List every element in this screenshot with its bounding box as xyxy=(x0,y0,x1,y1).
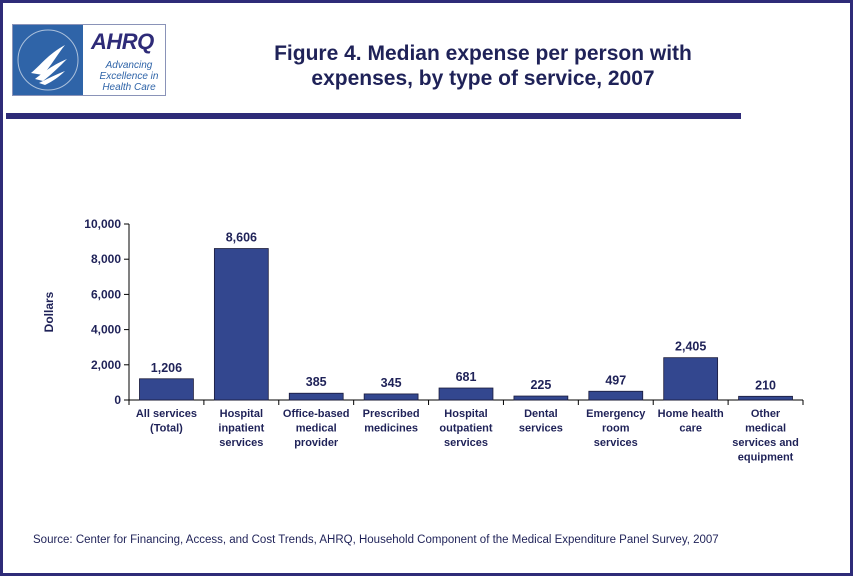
y-tick-label: 6,000 xyxy=(91,287,121,301)
bar xyxy=(363,393,419,401)
category-label: Hospital xyxy=(444,408,487,420)
hhs-eagle-icon xyxy=(13,25,83,95)
category-label: outpatient xyxy=(439,423,492,435)
bar xyxy=(588,390,644,401)
header-rule xyxy=(6,113,741,119)
title-line-1: Figure 4. Median expense per person with xyxy=(274,42,692,65)
bar-value-label: 210 xyxy=(755,378,776,392)
category-label: services xyxy=(519,423,563,435)
bar-value-label: 2,405 xyxy=(675,340,706,354)
category-label: All services xyxy=(136,408,197,420)
y-axis-title: Dollars xyxy=(42,291,56,332)
bar xyxy=(663,357,719,401)
y-tick-label: 8,000 xyxy=(91,252,121,266)
bar xyxy=(738,395,793,401)
category-label: Home health xyxy=(658,408,724,420)
chart-title: Figure 4. Median expense per person with… xyxy=(183,41,783,91)
bar-value-label: 681 xyxy=(456,370,477,384)
bar-value-label: 345 xyxy=(381,376,402,390)
bar xyxy=(213,248,269,401)
category-label: services xyxy=(594,437,638,449)
bar xyxy=(438,387,494,401)
category-label: Other xyxy=(751,408,781,420)
category-label: medicines xyxy=(364,423,418,435)
bar xyxy=(288,392,344,401)
category-label: medical xyxy=(296,423,337,435)
ahrq-tagline: Advancing Excellence in Health Care xyxy=(99,60,159,93)
category-label: services and xyxy=(732,437,799,449)
bar-value-label: 497 xyxy=(605,373,626,387)
category-label: services xyxy=(219,437,263,449)
category-label: services xyxy=(444,437,488,449)
y-tick-label: 0 xyxy=(114,393,121,407)
bar-chart: 0 2,000 4,000 6,000 8,000 10,000 Dollars 1,206 A… xyxy=(42,217,804,464)
title-line-2: expenses, by type of service, 2007 xyxy=(311,67,655,90)
category-label: medical xyxy=(745,423,786,435)
category-label: care xyxy=(679,423,702,435)
category-label: equipment xyxy=(738,452,794,464)
bar xyxy=(139,378,194,401)
bar-value-label: 8,606 xyxy=(226,231,257,245)
bar-value-label: 385 xyxy=(306,375,327,389)
category-label: provider xyxy=(294,437,339,449)
category-label: Dental xyxy=(524,408,558,420)
category-label: Office-based xyxy=(283,408,350,420)
bar xyxy=(513,395,569,401)
ahrq-brand: AHRQ xyxy=(91,29,154,54)
category-label: room xyxy=(602,423,630,435)
category-label: Hospital xyxy=(220,408,263,420)
y-tick-label: 2,000 xyxy=(91,358,121,372)
y-tick-label: 4,000 xyxy=(91,323,121,337)
bar-value-label: 1,206 xyxy=(151,361,182,375)
category-label: Emergency xyxy=(586,408,646,420)
bar-value-label: 225 xyxy=(530,378,551,392)
ahrq-logo: AHRQ Advancing Excellence in Health Care xyxy=(12,24,166,96)
category-label: (Total) xyxy=(150,423,183,435)
category-label: Prescribed xyxy=(363,408,420,420)
source-note: Source: Center for Financing, Access, an… xyxy=(33,534,719,546)
y-tick-label: 10,000 xyxy=(84,217,121,231)
category-label: inpatient xyxy=(218,423,264,435)
